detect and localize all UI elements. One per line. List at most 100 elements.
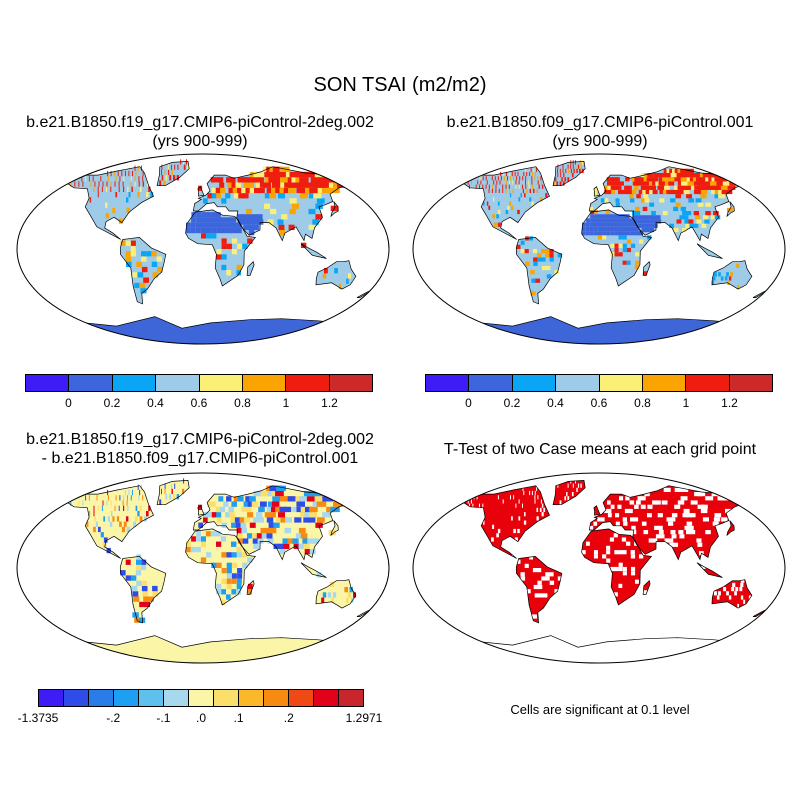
coastline [119,237,167,305]
grid-cell [631,530,637,535]
grid-cell [639,181,645,186]
grid-cell [107,516,110,522]
grid-cell [614,222,619,227]
grid-cell [697,189,704,195]
grid-cell [689,223,695,228]
grid-cell [497,176,499,181]
grid-cell [497,209,501,215]
grid-cell [710,181,718,186]
grid-cell [644,215,649,220]
coastline [315,579,357,609]
grid-cell [284,527,291,534]
grid-cell [185,159,187,165]
grid-cell [115,192,117,198]
grid-cell [216,222,222,228]
grid-cell [126,516,129,522]
grid-cell [648,181,655,186]
grid-cell [275,506,283,513]
grid-cell [564,177,567,182]
grid-cell [216,193,222,199]
grid-cell [226,270,231,276]
grid-cell [670,517,676,522]
grid-cell [677,500,685,505]
grid-cell [220,187,226,194]
grid-cell [216,512,222,518]
grid-cell [652,215,657,220]
grid-cell [640,215,645,220]
grid-cell [126,207,130,214]
grid-cell [259,501,267,507]
grid-cell [283,543,290,549]
grid-cell [713,211,719,216]
grid-cell [532,568,538,573]
grid-cell [593,521,598,526]
grid-cell [651,211,656,216]
grid-cell [621,537,627,542]
grid-cell [249,171,257,178]
grid-cell [693,211,699,216]
grid-cell [514,537,518,542]
grid-cell [697,492,706,497]
grid-cell [118,218,123,224]
grid-cell [229,177,236,183]
grid-cell [659,534,665,539]
grid-cell [536,507,539,512]
coastline [330,201,339,218]
grid-cell [161,164,163,170]
grid-cell [226,222,232,228]
grid-cell [210,177,216,183]
grid-cell [647,513,652,518]
grid-cell [333,496,346,502]
grid-cell [631,211,637,216]
grid-cell [260,527,267,534]
grid-cell [312,538,319,544]
grid-cell [593,226,598,231]
grid-cell [674,185,681,190]
grid-cell [536,486,538,491]
grid-cell [539,507,542,512]
coastline [356,288,374,298]
grid-cell [253,224,259,230]
grid-cell [567,483,569,488]
grid-cell [598,235,603,240]
grid-cell [201,222,206,228]
grid-cell [201,541,206,547]
grid-cell [711,280,714,285]
grid-cell [686,513,692,518]
grid-cell [183,164,186,170]
grid-cell [668,177,675,182]
grid-cell [541,257,546,262]
grid-cell [610,566,615,572]
grid-cell [216,254,222,260]
main-title: SON TSAI (m2/m2) [313,74,487,96]
grid-cell [237,573,243,579]
grid-cell [515,184,517,189]
grid-cell [130,181,132,187]
grid-cell [247,238,253,244]
grid-cell [220,599,226,605]
grid-cell [135,505,138,511]
grid-cell [633,517,639,522]
grid-cell [589,206,594,211]
grid-cell [631,189,637,195]
grid-cell [525,184,527,189]
colorbar-tick-label: 0.6 [190,396,208,410]
grid-cell [251,533,258,539]
grid-cell [597,517,601,522]
grid-cell [272,166,283,172]
grid-cell [621,214,626,219]
grid-cell [515,503,517,508]
grid-cell [659,189,665,195]
grid-cell [169,494,172,500]
grid-cell [571,173,574,178]
coastline [752,607,770,617]
grid-cell [516,176,518,181]
grid-cell [618,222,623,227]
grid-cell [210,531,216,537]
grid-cell [513,176,515,181]
grid-cell [488,184,490,189]
grid-cell [659,198,665,203]
grid-cell [652,538,658,543]
grid-cell [171,483,172,489]
grid-cell [740,582,744,587]
